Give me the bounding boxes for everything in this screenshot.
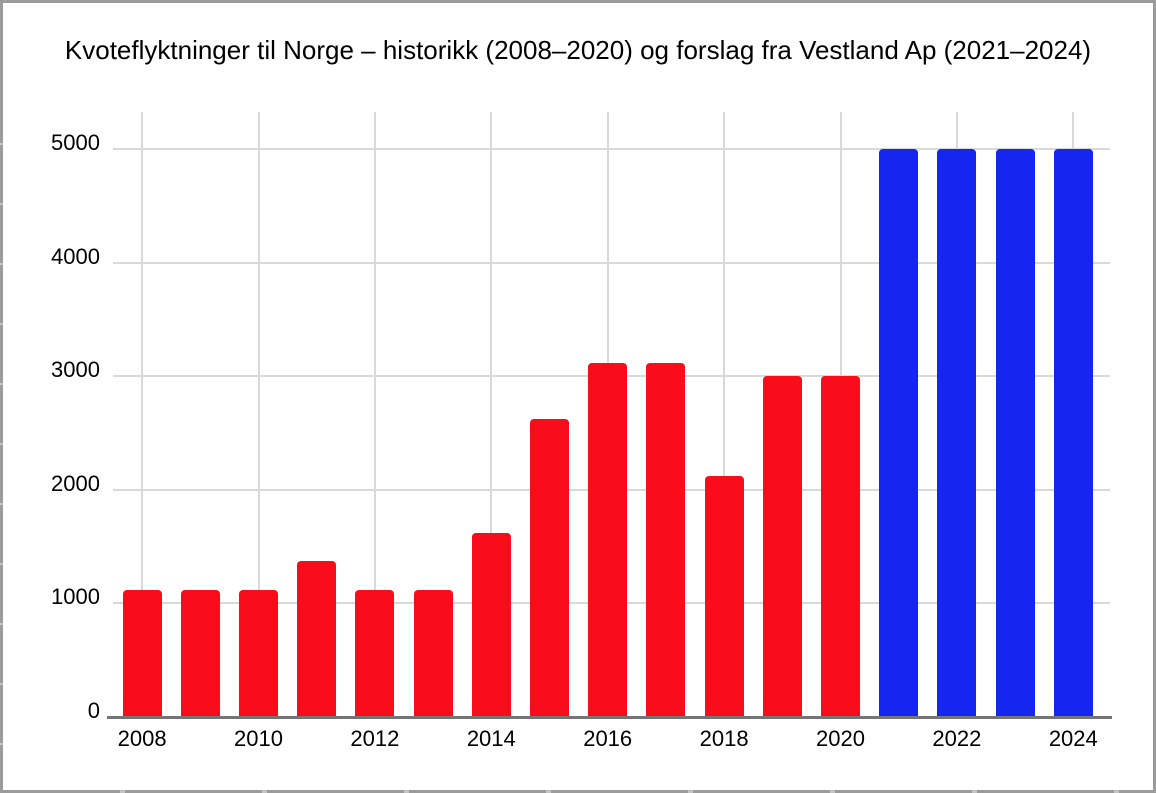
bar-2019[interactable]	[762, 376, 802, 717]
x-axis-label-2012: 2012	[350, 726, 400, 751]
spreadsheet-row-tick	[0, 143, 3, 145]
gridline-x-2012	[373, 112, 376, 717]
spreadsheet-row-tick	[0, 743, 3, 745]
spreadsheet-column-tick	[830, 790, 835, 793]
y-axis-label-4000: 4000	[51, 243, 100, 269]
bar-2011[interactable]	[297, 561, 337, 717]
y-axis-label-2000: 2000	[51, 470, 100, 496]
bar-2008[interactable]	[122, 589, 162, 717]
bar-2018[interactable]	[704, 476, 744, 717]
spreadsheet-row-tick	[0, 203, 3, 205]
spreadsheet-column-tick	[120, 790, 125, 793]
spreadsheet-column-tick	[972, 790, 977, 793]
spreadsheet-row-tick	[0, 563, 3, 565]
bar-2022[interactable]	[937, 149, 977, 717]
x-axis-label-2014: 2014	[466, 726, 516, 751]
spreadsheet-row-tick	[0, 383, 3, 385]
x-axis-label-2008: 2008	[117, 726, 167, 751]
spreadsheet-column-tick	[404, 790, 409, 793]
spreadsheet-column-tick	[1114, 790, 1119, 793]
x-axis-label-2022: 2022	[932, 726, 982, 751]
spreadsheet-row-tick	[0, 263, 3, 265]
bar-2021[interactable]	[879, 149, 919, 717]
spreadsheet-row-tick	[0, 443, 3, 445]
bar-2013[interactable]	[413, 589, 453, 717]
bar-2012[interactable]	[355, 589, 395, 717]
spreadsheet-row-tick	[0, 683, 3, 685]
y-axis-label-5000: 5000	[51, 130, 100, 155]
bar-2020[interactable]	[821, 376, 860, 717]
x-axis-line	[107, 716, 1112, 719]
chart-title: Kvoteflyktninger til Norge – historikk (…	[64, 35, 1092, 65]
spreadsheet-row-tick	[0, 623, 3, 625]
spreadsheet-column-tick	[262, 790, 267, 793]
y-axis-label-1000: 1000	[51, 584, 100, 610]
bar-2017[interactable]	[646, 362, 686, 717]
spreadsheet-row-tick	[0, 503, 3, 505]
gridline-x-2018	[723, 112, 726, 717]
gridline-y-4000	[113, 261, 1110, 264]
y-axis-label-0: 0	[87, 698, 100, 723]
bar-2023[interactable]	[995, 149, 1035, 717]
x-axis-label-2018: 2018	[699, 726, 749, 751]
bar-2015[interactable]	[530, 419, 569, 717]
spreadsheet-row-tick	[0, 323, 3, 325]
gridline-x-2010	[257, 112, 260, 717]
x-axis-label-2024: 2024	[1048, 726, 1098, 751]
spreadsheet-column-tick	[546, 790, 551, 793]
y-axis-label-3000: 3000	[51, 357, 100, 383]
bar-2010[interactable]	[239, 589, 278, 717]
bar-2016[interactable]	[588, 362, 628, 717]
x-axis-label-2010: 2010	[234, 726, 283, 751]
spreadsheet-column-tick	[688, 790, 693, 793]
bar-2014[interactable]	[471, 532, 511, 717]
bar-2024[interactable]	[1053, 149, 1093, 717]
gridline-x-2014	[490, 112, 493, 717]
gridline-x-2008	[141, 112, 144, 717]
x-axis-label-2016: 2016	[583, 726, 633, 751]
x-axis-label-2020: 2020	[816, 726, 865, 751]
gridline-y-5000	[113, 148, 1110, 150]
bar-2009[interactable]	[180, 589, 220, 717]
